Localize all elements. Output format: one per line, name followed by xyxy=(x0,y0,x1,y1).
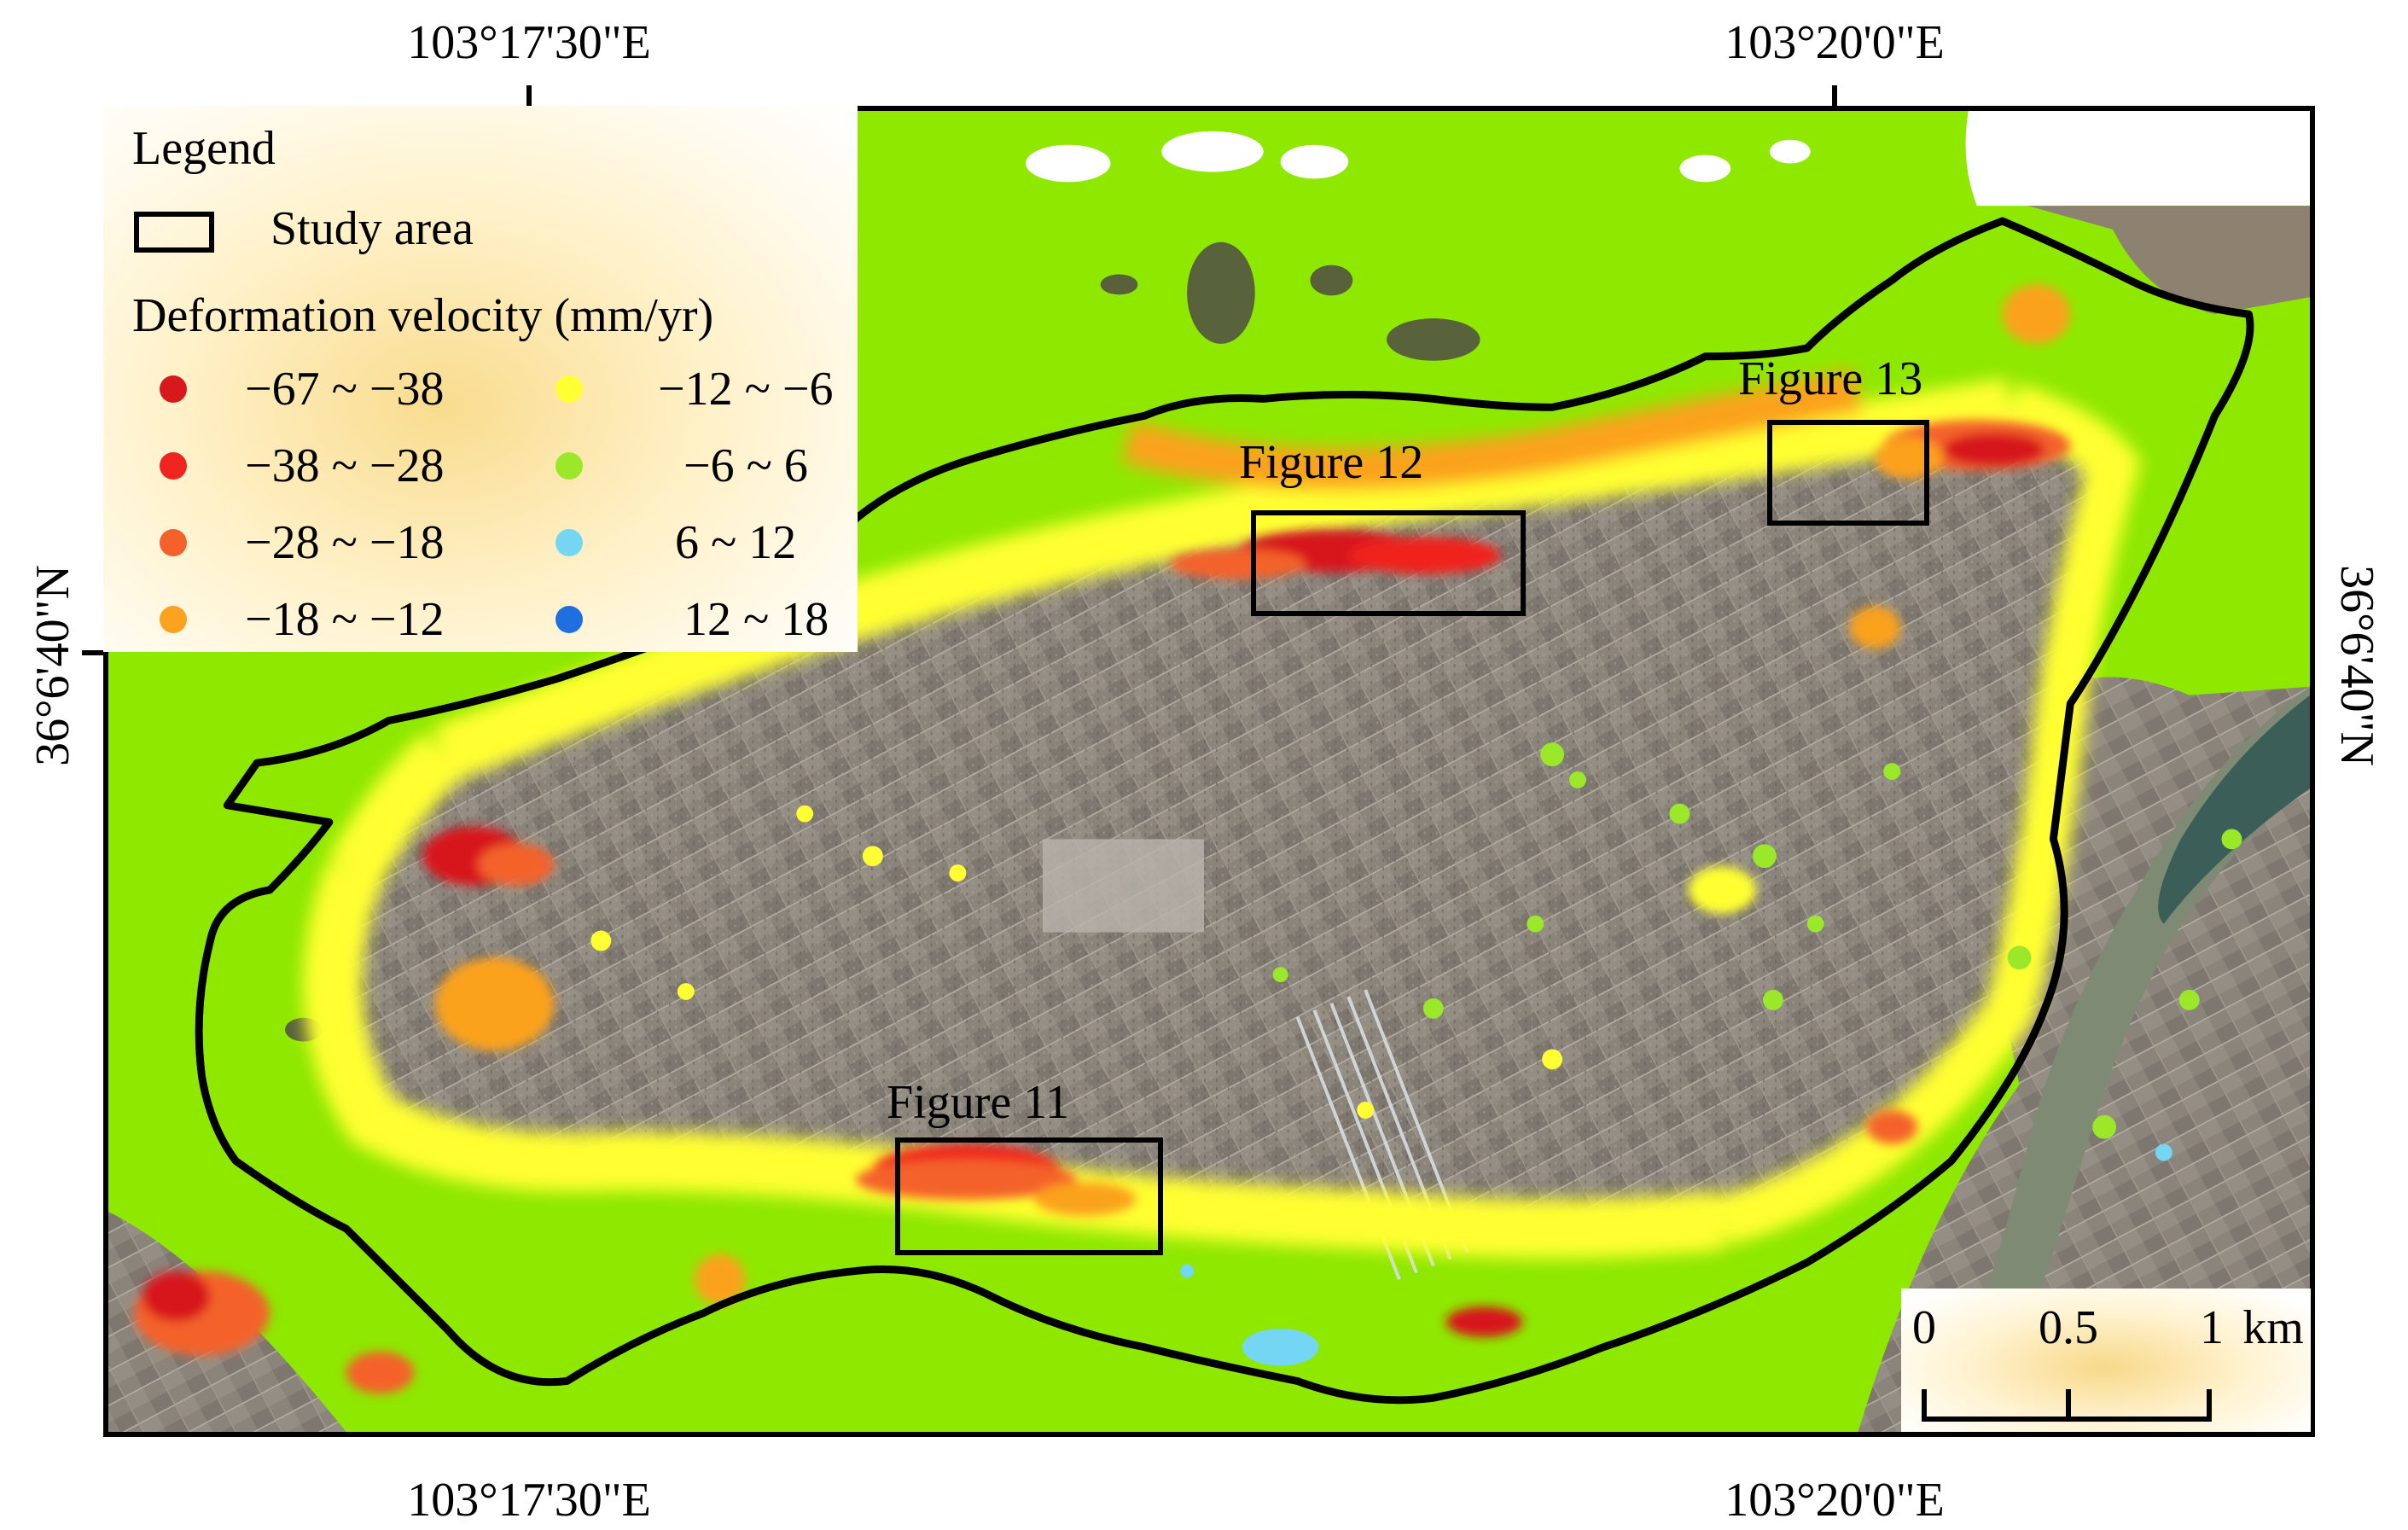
legend-title: Legend xyxy=(132,122,276,175)
blue-points xyxy=(1180,1143,2172,1366)
legend-panel: Legend Study area Deformation velocity (… xyxy=(103,106,858,652)
scale-label-1: 1 xyxy=(2200,1301,2224,1354)
top-longitude-label-1: 103°17'30"E xyxy=(407,16,651,69)
scale-label-0: 0 xyxy=(1912,1301,1936,1354)
bright-area xyxy=(1042,839,1205,933)
legend-label: 6 ~ 12 xyxy=(675,516,797,569)
figure-11-box[interactable] xyxy=(895,1137,1163,1255)
legend-label: −6 ~ 6 xyxy=(683,439,808,492)
figure-12-box[interactable] xyxy=(1251,510,1526,616)
legend-label: 12 ~ 18 xyxy=(683,593,829,646)
scale-tick xyxy=(2066,1389,2071,1422)
river-corner-top xyxy=(2027,206,2310,315)
scale-label-half: 0.5 xyxy=(2039,1301,2098,1354)
legend-label: −38 ~ −28 xyxy=(245,439,445,492)
dark-patches xyxy=(285,241,1480,1042)
bottom-longitude-label-2: 103°20'0"E xyxy=(1725,1474,1945,1527)
river xyxy=(1934,686,2310,1432)
figure-12-label: Figure 12 xyxy=(1239,436,1424,489)
legend-swatch xyxy=(160,375,187,403)
velocity-title: Deformation velocity (mm/yr) xyxy=(132,289,714,342)
right-latitude-label: 36°6'40"N xyxy=(2330,565,2383,766)
legend-swatch xyxy=(160,606,187,633)
river-dark xyxy=(2158,695,2310,924)
figure-13-label: Figure 13 xyxy=(1738,352,1923,405)
legend-swatch xyxy=(555,606,583,633)
top-longitude-label-2: 103°20'0"E xyxy=(1725,16,1945,69)
legend-swatch xyxy=(555,375,583,403)
study-area-label: Study area xyxy=(270,202,474,255)
figure-11-label: Figure 11 xyxy=(887,1076,1070,1129)
legend-label: −67 ~ −38 xyxy=(245,363,445,416)
scale-tick xyxy=(1922,1389,1927,1422)
study-area-swatch xyxy=(134,212,214,253)
legend-swatch xyxy=(160,529,187,556)
deformation-clusters xyxy=(133,284,2071,1394)
scattered-points xyxy=(1272,742,2242,1139)
legend-swatch xyxy=(160,452,187,480)
no-data-gaps xyxy=(1026,111,2310,207)
legend-label: −12 ~ −6 xyxy=(658,363,834,416)
figure-13-box[interactable] xyxy=(1767,420,1929,526)
legend-label: −28 ~ −18 xyxy=(245,516,445,569)
bottom-longitude-label-1: 103°17'30"E xyxy=(407,1474,651,1527)
study-area-boundary xyxy=(195,217,2254,1405)
legend-swatch xyxy=(555,452,583,480)
deformation-map xyxy=(108,111,2310,1432)
legend-swatch xyxy=(555,529,583,556)
scale-bar: 0 0.5 1 km xyxy=(1901,1289,2311,1432)
legend-label: −18 ~ −12 xyxy=(245,593,445,646)
left-latitude-label: 36°6'40"N xyxy=(26,565,79,766)
scattered-yellow-points xyxy=(590,805,1563,1119)
scale-unit: km xyxy=(2242,1301,2304,1354)
scale-tick xyxy=(2207,1389,2212,1422)
